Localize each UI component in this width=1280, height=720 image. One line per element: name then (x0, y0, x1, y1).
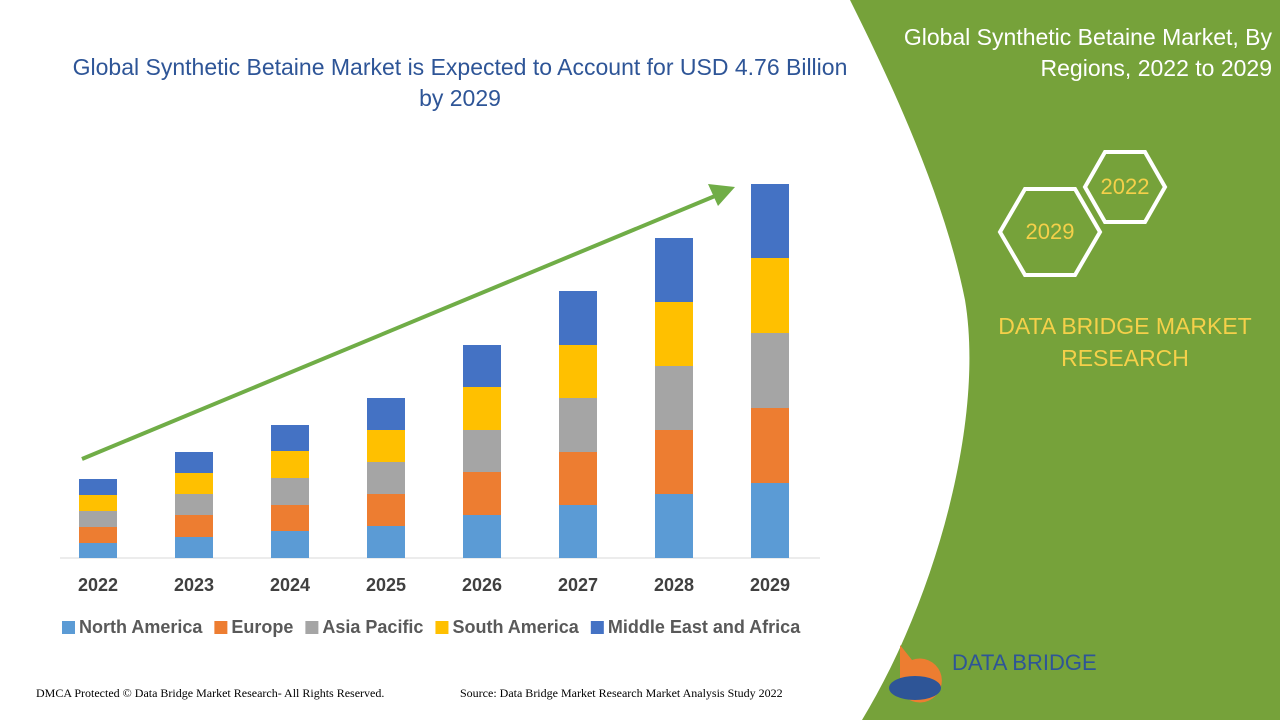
bar-segment (271, 425, 309, 451)
bar-segment (751, 483, 789, 558)
legend-swatch (62, 621, 75, 634)
legend-label: North America (79, 617, 203, 637)
x-tick-label: 2025 (366, 575, 406, 595)
bar-segment (271, 531, 309, 558)
bar-segment (175, 452, 213, 473)
legend-swatch (214, 621, 228, 634)
x-tick-label: 2027 (558, 575, 598, 595)
bar-segment (463, 387, 501, 430)
legend-label: Middle East and Africa (608, 617, 801, 637)
x-tick-label: 2029 (750, 575, 790, 595)
hexagon (1082, 150, 1168, 224)
bar-segment (463, 515, 501, 558)
trend-arrow (81, 194, 716, 461)
bar-segment (175, 494, 213, 515)
bar-segment (367, 462, 405, 494)
bar-segment (655, 302, 693, 366)
legend-label: Asia Pacific (322, 617, 423, 637)
bar-segment (751, 184, 789, 258)
bar-segment (79, 495, 117, 511)
bar-segment (559, 345, 597, 398)
bar-segment (559, 505, 597, 558)
legend-swatch (435, 621, 449, 634)
x-tick-label: 2024 (270, 575, 310, 595)
bar-segment (175, 473, 213, 494)
bar-segment (559, 291, 597, 345)
bar-segment (655, 494, 693, 558)
bar-segment (79, 511, 117, 527)
x-tick-label: 2022 (78, 575, 118, 595)
legend-label: South America (452, 617, 579, 637)
bar-segment (367, 494, 405, 526)
bar-segment (463, 472, 501, 515)
bar-segment (559, 398, 597, 452)
x-tick-label: 2026 (462, 575, 502, 595)
bar-segment (271, 478, 309, 505)
footer-left: DMCA Protected © Data Bridge Market Rese… (36, 686, 385, 700)
bar-segment (79, 527, 117, 543)
x-tick-label: 2023 (174, 575, 214, 595)
x-tick-label: 2028 (654, 575, 694, 595)
bar-segment (367, 430, 405, 462)
bar-segment (655, 430, 693, 494)
bar-segment (559, 452, 597, 505)
bar-segment (463, 430, 501, 472)
bar-segment (655, 238, 693, 302)
legend-swatch (590, 621, 604, 634)
bar-segment (367, 398, 405, 430)
bar-segment (367, 526, 405, 558)
bar-segment (79, 479, 117, 495)
chart-title: Global Synthetic Betaine Market is Expec… (72, 54, 848, 111)
side-panel-bg (850, 0, 1280, 720)
brand: DATA BRIDGE MARKET RESEARCH (998, 313, 1252, 371)
logo-mark (889, 676, 941, 700)
bar-segment (463, 345, 501, 387)
bar-segment (655, 366, 693, 430)
bar-segment (751, 258, 789, 333)
footer-right: Source: Data Bridge Market Research Mark… (460, 686, 783, 700)
bar-segment (79, 543, 117, 558)
bar-segment (751, 333, 789, 408)
hexagon (997, 187, 1103, 277)
legend-swatch (305, 621, 319, 634)
hexagon-label: 2029 (1026, 219, 1075, 244)
bar-segment (751, 408, 789, 483)
bar-segment (175, 537, 213, 558)
arrow-head (708, 184, 735, 206)
hexagon-label: 2022 (1101, 174, 1150, 199)
logo-text: DATA BRIDGE (952, 650, 1097, 675)
bar-segment (271, 451, 309, 478)
side-title: Global Synthetic Betaine Market, By Regi… (903, 24, 1272, 81)
bar-segment (175, 515, 213, 537)
bar-segment (271, 505, 309, 531)
legend-label: Europe (231, 617, 293, 637)
